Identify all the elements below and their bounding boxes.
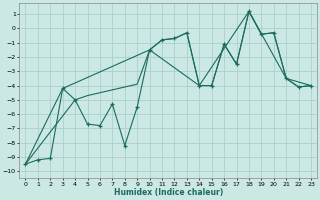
X-axis label: Humidex (Indice chaleur): Humidex (Indice chaleur) — [114, 188, 223, 197]
